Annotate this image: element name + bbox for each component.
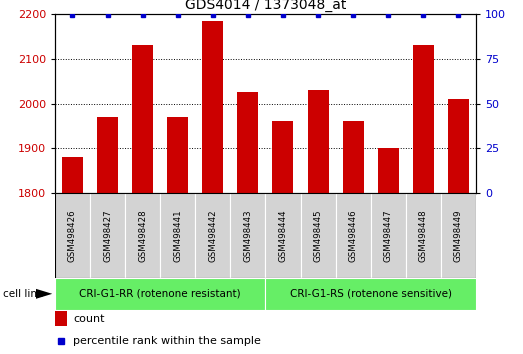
Text: GSM498441: GSM498441 bbox=[173, 209, 182, 262]
Bar bbox=[202, 21, 223, 193]
Bar bbox=[378, 148, 399, 193]
Bar bbox=[441, 193, 476, 278]
Bar bbox=[343, 121, 363, 193]
Bar bbox=[55, 278, 265, 310]
Bar bbox=[308, 90, 328, 193]
Text: GSM498428: GSM498428 bbox=[138, 209, 147, 262]
Text: GSM498443: GSM498443 bbox=[243, 209, 253, 262]
Bar bbox=[237, 92, 258, 193]
Bar bbox=[62, 157, 83, 193]
Bar bbox=[167, 117, 188, 193]
Bar bbox=[55, 311, 67, 326]
Text: CRI-G1-RR (rotenone resistant): CRI-G1-RR (rotenone resistant) bbox=[79, 289, 241, 299]
Bar bbox=[406, 193, 441, 278]
Bar bbox=[371, 193, 406, 278]
Bar bbox=[413, 45, 434, 193]
Bar bbox=[301, 193, 336, 278]
Bar bbox=[448, 99, 469, 193]
Text: count: count bbox=[73, 314, 105, 324]
Bar bbox=[336, 193, 371, 278]
Text: CRI-G1-RS (rotenone sensitive): CRI-G1-RS (rotenone sensitive) bbox=[290, 289, 452, 299]
Bar bbox=[90, 193, 125, 278]
Bar bbox=[125, 193, 160, 278]
Polygon shape bbox=[36, 289, 52, 299]
Text: percentile rank within the sample: percentile rank within the sample bbox=[73, 336, 262, 346]
Bar bbox=[230, 193, 265, 278]
Bar bbox=[272, 121, 293, 193]
Bar bbox=[97, 117, 118, 193]
Text: GSM498445: GSM498445 bbox=[314, 209, 323, 262]
Text: GSM498447: GSM498447 bbox=[384, 209, 393, 262]
Text: GSM498442: GSM498442 bbox=[208, 209, 217, 262]
Bar bbox=[160, 193, 195, 278]
Text: GSM498448: GSM498448 bbox=[419, 209, 428, 262]
Bar bbox=[265, 193, 301, 278]
Title: GDS4014 / 1373048_at: GDS4014 / 1373048_at bbox=[185, 0, 346, 12]
Bar bbox=[55, 193, 90, 278]
Text: cell line: cell line bbox=[3, 289, 43, 299]
Text: GSM498446: GSM498446 bbox=[349, 209, 358, 262]
Text: GSM498426: GSM498426 bbox=[68, 209, 77, 262]
Text: GSM498427: GSM498427 bbox=[103, 209, 112, 262]
Bar bbox=[132, 45, 153, 193]
Bar bbox=[265, 278, 476, 310]
Text: GSM498449: GSM498449 bbox=[454, 209, 463, 262]
Bar bbox=[195, 193, 230, 278]
Text: GSM498444: GSM498444 bbox=[278, 209, 288, 262]
